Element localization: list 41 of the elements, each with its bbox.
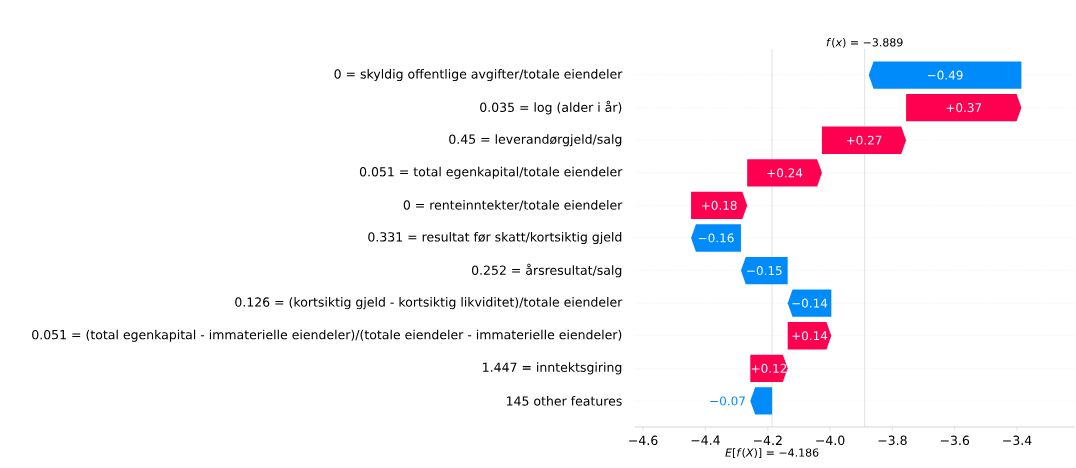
y-tick-label: 0 = skyldig offentlige avgifter/totale eiendeler [334,69,623,82]
bar [750,354,788,383]
bar [740,256,788,285]
y-tick-label: 0.051 = (total egenkapital - immaterielle eiendeler)/(totale eiendeler - immaterielle eiendeler) [32,329,622,342]
y-tick-label: 145 other features [507,396,622,406]
y-tick-label: 0.051 = total egenkapital/totale eiendeler [359,166,623,179]
y-tick-label: 0.035 = log (alder i år) [480,100,622,115]
x-tick-label: −3.6 [940,435,970,446]
data-label: +0.12 [751,363,787,373]
data-label: −0.07 [710,396,745,406]
bar [787,322,832,350]
x-tick-label: −3.8 [878,435,907,446]
ref-line-label: f(x) = −3.889 [826,37,903,48]
x-tick-label: −4.4 [691,435,720,445]
bar [821,126,907,154]
data-label: +0.14 [792,331,828,341]
y-tick-label: 1.447 = inntektsgiring [483,362,622,375]
y-tick-label: 0.252 = årsresultat/salg [471,263,622,278]
data-label: −0.15 [747,266,782,276]
x-tick-label: −4.0 [816,435,845,446]
ref-line-label: E[f(X)] = −4.186 [725,448,819,458]
y-tick-label: 0.45 = leverandørgjeld/salg [449,134,622,147]
x-tick-label: −4.6 [629,435,658,446]
x-tick-label: −3.4 [1003,435,1032,446]
bar [747,159,822,187]
y-tick-label: 0.331 = resultat før skatt/kortsiktig gjeld [368,231,622,245]
bar [868,61,1022,89]
data-label: −0.49 [927,70,963,80]
data-label: −0.16 [698,233,734,243]
data-label: +0.18 [702,200,737,210]
bar [691,224,741,252]
data-label: +0.37 [946,103,982,113]
y-tick-label: 0.126 = (kortsiktig gjeld - kortsiktig likviditet)/totale eiendeler [235,297,623,310]
bar [787,289,832,317]
data-label: +0.24 [767,168,803,178]
bar [691,191,748,220]
data-label: +0.27 [846,135,882,145]
bar [906,93,1022,122]
x-tick-label: −4.2 [753,435,782,445]
y-tick-label: 0 = renteinntekter/totale eiendeler [403,200,623,211]
data-label: −0.14 [792,298,828,308]
